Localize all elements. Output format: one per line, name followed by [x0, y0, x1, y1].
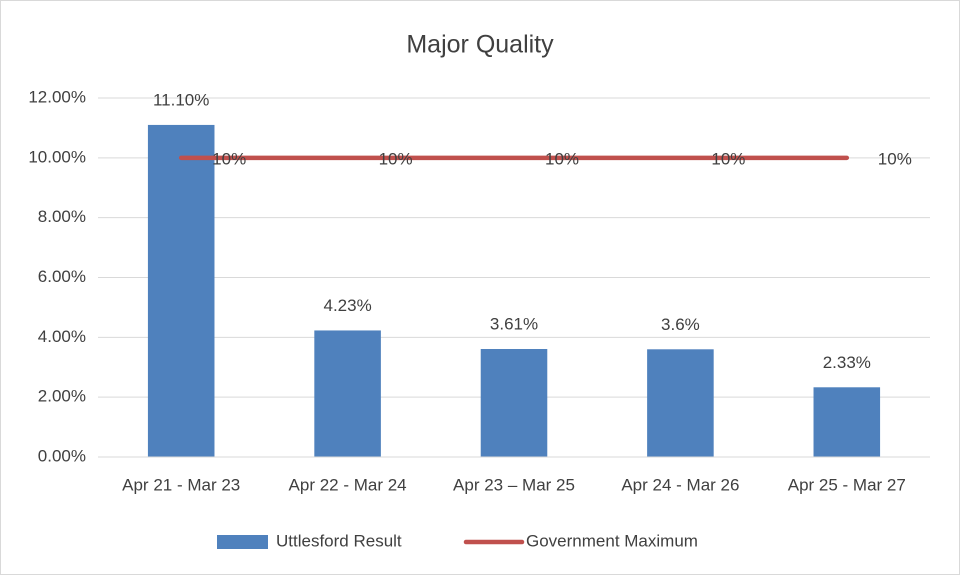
data-label: 10%: [379, 149, 413, 168]
x-tick-label: Apr 23 – Mar 25: [453, 475, 575, 494]
data-label: 3.61%: [490, 314, 538, 333]
bar: [480, 349, 548, 457]
y-tick-label: 6.00%: [38, 267, 86, 286]
data-label: 4.23%: [323, 296, 371, 315]
bar: [813, 387, 881, 457]
y-tick-label: 8.00%: [38, 207, 86, 226]
y-tick-label: 2.00%: [38, 387, 86, 406]
x-tick-label: Apr 21 - Mar 23: [122, 475, 240, 494]
chart-title: Major Quality: [406, 31, 554, 59]
y-tick-label: 4.00%: [38, 327, 86, 346]
legend-label: Uttlesford Result: [276, 531, 402, 550]
data-label: 10%: [212, 149, 246, 168]
bar: [647, 349, 714, 457]
y-tick-label: 10.00%: [28, 147, 86, 166]
y-tick-label: 0.00%: [38, 446, 86, 465]
bar: [147, 124, 215, 458]
x-tick-label: Apr 25 - Mar 27: [788, 475, 906, 494]
legend-swatch: [217, 535, 268, 549]
bar: [314, 330, 381, 457]
x-tick-label: Apr 24 - Mar 26: [621, 475, 739, 494]
y-tick-label: 12.00%: [28, 87, 86, 106]
data-label: 10%: [545, 149, 579, 168]
data-label: 2.33%: [823, 353, 871, 372]
data-label: 11.10%: [153, 90, 209, 109]
data-label: 10%: [878, 149, 912, 168]
x-tick-label: Apr 22 - Mar 24: [289, 475, 407, 494]
data-label: 10%: [711, 149, 745, 168]
legend-label: Government Maximum: [526, 531, 698, 550]
data-label: 3.6%: [661, 315, 700, 334]
